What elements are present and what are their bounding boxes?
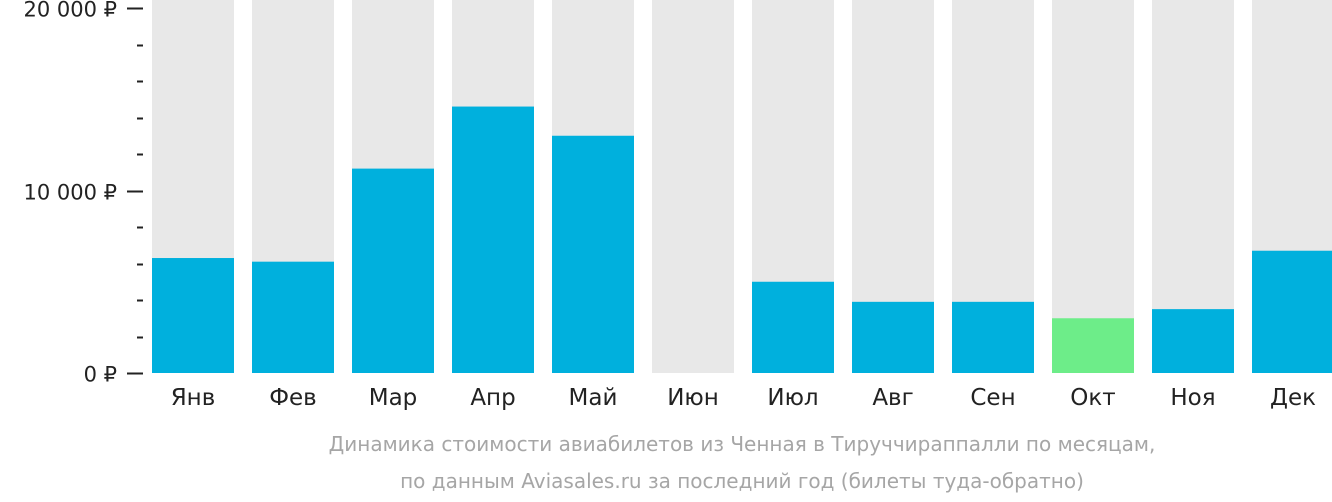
bar-2 <box>252 261 334 373</box>
background-bar <box>1052 0 1134 373</box>
x-tick-label: Янв <box>171 385 216 411</box>
x-tick-label: Мар <box>369 385 418 411</box>
y-axis: 0 ₽ 10 000 ₽ 20 000 ₽ <box>23 0 143 387</box>
bar-1 <box>152 258 234 373</box>
bar-3 <box>352 168 434 373</box>
bar-11 <box>1152 309 1234 373</box>
y-tick-label: 20 000 ₽ <box>23 0 117 22</box>
bar-4 <box>452 106 534 374</box>
background-bar <box>652 0 734 373</box>
chart-caption-line2: по данным Aviasales.ru за последний год … <box>400 469 1084 493</box>
x-tick-label: Дек <box>1270 385 1316 411</box>
bar-10 <box>1052 318 1134 373</box>
x-tick-label: Сен <box>970 385 1015 411</box>
x-tick-label: Ноя <box>1170 385 1215 411</box>
y-tick-label: 0 ₽ <box>84 363 117 387</box>
x-tick-label: Апр <box>470 385 515 411</box>
x-tick-label: Май <box>569 385 618 411</box>
bar-7 <box>752 281 834 373</box>
bar-9 <box>952 301 1034 373</box>
chart-caption-line1: Динамика стоимости авиабилетов из Ченная… <box>328 432 1156 456</box>
x-tick-label: Окт <box>1070 385 1115 411</box>
x-tick-label: Фев <box>269 385 317 411</box>
x-axis-labels: Янв Фев Мар Апр Май Июн Июл Авг Сен Окт Ноя Дек <box>171 385 1316 411</box>
y-tick-label: 10 000 ₽ <box>23 181 117 205</box>
bar-8 <box>852 301 934 373</box>
bar-12 <box>1252 250 1332 373</box>
x-tick-label: Июн <box>667 385 719 411</box>
data-bars <box>152 106 1332 374</box>
bar-5 <box>552 135 634 373</box>
x-tick-label: Июл <box>767 385 818 411</box>
x-tick-label: Авг <box>872 385 913 411</box>
